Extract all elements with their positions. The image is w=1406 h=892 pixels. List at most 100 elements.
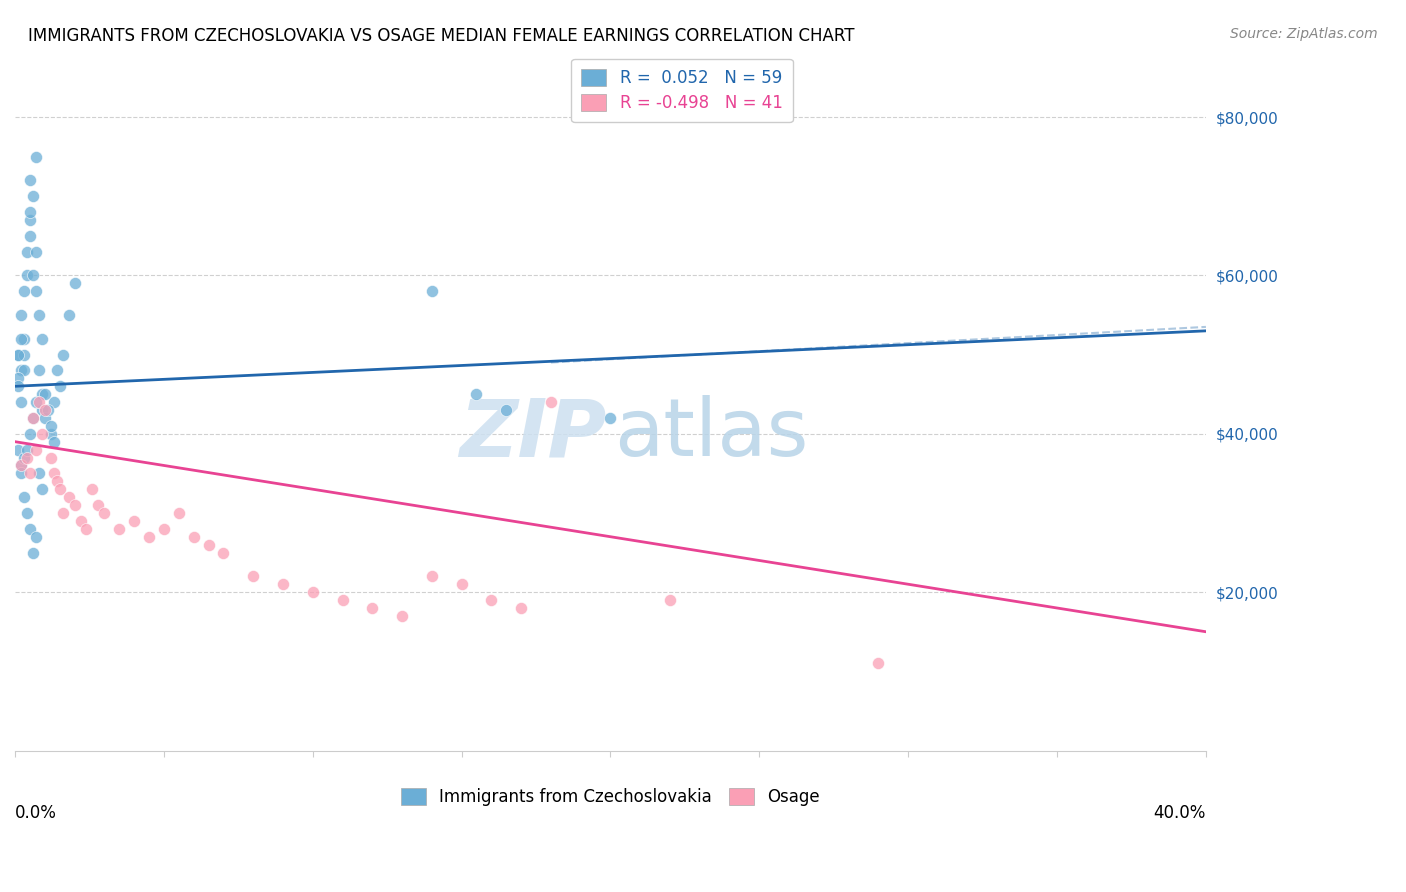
Text: ZIP: ZIP xyxy=(460,395,607,473)
Point xyxy=(10,467,32,481)
Point xyxy=(10,332,32,346)
Point xyxy=(21,189,44,203)
Point xyxy=(28,395,51,409)
Point xyxy=(52,506,75,520)
Point xyxy=(31,426,53,441)
Point xyxy=(45,363,67,377)
Point xyxy=(69,514,91,528)
Point xyxy=(37,403,59,417)
Point xyxy=(18,522,41,536)
Point xyxy=(301,585,323,599)
Point xyxy=(13,363,35,377)
Point xyxy=(24,285,46,299)
Point xyxy=(28,308,51,322)
Point xyxy=(242,569,264,583)
Point xyxy=(18,426,41,441)
Point xyxy=(420,569,443,583)
Point xyxy=(7,348,30,362)
Text: 0.0%: 0.0% xyxy=(15,805,56,822)
Point xyxy=(510,601,533,615)
Point xyxy=(82,482,104,496)
Point xyxy=(10,308,32,322)
Point xyxy=(479,593,502,607)
Text: atlas: atlas xyxy=(614,395,808,473)
Point xyxy=(63,498,86,512)
Point xyxy=(108,522,131,536)
Point xyxy=(28,363,51,377)
Point xyxy=(13,450,35,465)
Point xyxy=(31,482,53,496)
Point xyxy=(212,545,235,559)
Point xyxy=(15,442,38,457)
Point xyxy=(15,268,38,283)
Point xyxy=(13,348,35,362)
Point xyxy=(42,434,65,449)
Point xyxy=(7,348,30,362)
Point xyxy=(24,150,46,164)
Point xyxy=(42,467,65,481)
Point xyxy=(540,395,562,409)
Point xyxy=(52,348,75,362)
Point xyxy=(10,395,32,409)
Point xyxy=(599,411,621,425)
Point xyxy=(15,244,38,259)
Text: Source: ZipAtlas.com: Source: ZipAtlas.com xyxy=(1230,27,1378,41)
Point xyxy=(31,332,53,346)
Point xyxy=(21,545,44,559)
Point xyxy=(18,173,41,187)
Point xyxy=(18,213,41,227)
Point xyxy=(39,450,62,465)
Point xyxy=(21,411,44,425)
Point xyxy=(7,371,30,385)
Point xyxy=(7,379,30,393)
Point xyxy=(13,490,35,504)
Point xyxy=(34,403,56,417)
Point xyxy=(18,467,41,481)
Point xyxy=(93,506,115,520)
Point xyxy=(659,593,682,607)
Point xyxy=(42,395,65,409)
Point xyxy=(13,332,35,346)
Point xyxy=(10,458,32,473)
Point xyxy=(271,577,294,591)
Point xyxy=(18,205,41,219)
Point xyxy=(10,363,32,377)
Point xyxy=(465,387,488,401)
Point xyxy=(28,467,51,481)
Point xyxy=(48,482,70,496)
Point xyxy=(13,285,35,299)
Point xyxy=(15,450,38,465)
Point xyxy=(122,514,145,528)
Point xyxy=(391,608,413,623)
Text: 40.0%: 40.0% xyxy=(1153,805,1206,822)
Point xyxy=(197,538,219,552)
Point xyxy=(24,442,46,457)
Point xyxy=(39,418,62,433)
Point xyxy=(18,228,41,243)
Point xyxy=(31,403,53,417)
Point xyxy=(48,379,70,393)
Point xyxy=(21,268,44,283)
Point xyxy=(31,387,53,401)
Legend: Immigrants from Czechoslovakia, Osage: Immigrants from Czechoslovakia, Osage xyxy=(391,778,830,816)
Text: IMMIGRANTS FROM CZECHOSLOVAKIA VS OSAGE MEDIAN FEMALE EARNINGS CORRELATION CHART: IMMIGRANTS FROM CZECHOSLOVAKIA VS OSAGE … xyxy=(28,27,855,45)
Point xyxy=(87,498,110,512)
Point xyxy=(153,522,176,536)
Point xyxy=(495,403,517,417)
Point xyxy=(24,395,46,409)
Point xyxy=(7,442,30,457)
Point xyxy=(183,530,205,544)
Point xyxy=(332,593,354,607)
Point xyxy=(10,458,32,473)
Point xyxy=(15,506,38,520)
Point xyxy=(63,277,86,291)
Point xyxy=(34,387,56,401)
Point xyxy=(24,530,46,544)
Point xyxy=(138,530,160,544)
Point xyxy=(361,601,384,615)
Point xyxy=(167,506,190,520)
Point xyxy=(868,657,890,671)
Point xyxy=(39,426,62,441)
Point xyxy=(450,577,472,591)
Point xyxy=(420,285,443,299)
